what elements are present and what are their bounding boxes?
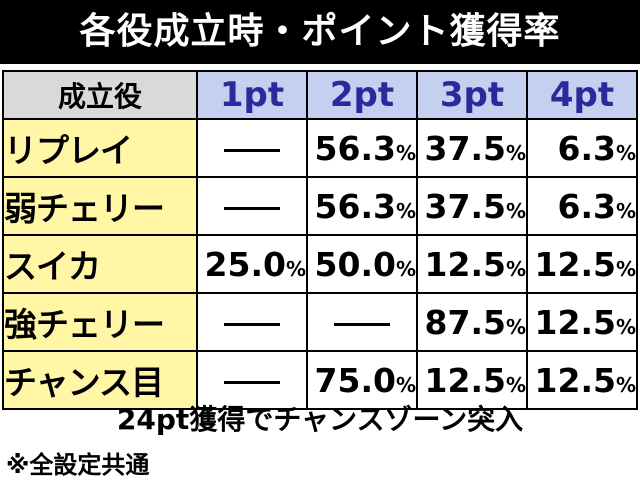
percent-unit: %: [615, 198, 636, 223]
rate-cell: 50.0%: [306, 234, 418, 294]
footnote: ※全設定共通: [6, 451, 150, 479]
empty-cell-dash: [196, 292, 308, 352]
rate-cell: 6.3%: [526, 118, 638, 178]
rate-value: 25.0: [204, 244, 286, 284]
rate-cell: 56.3%: [306, 118, 418, 178]
rate-cell: 12.5%: [526, 234, 638, 294]
rate-cell: 25.0%: [196, 234, 308, 294]
percent-unit: %: [615, 372, 636, 397]
dash-mark: [334, 322, 390, 326]
rate-value: 6.3: [557, 128, 616, 168]
table-row: 強チェリー 87.5% 12.5%: [2, 292, 638, 352]
rate-value: 12.5: [424, 360, 506, 400]
role-name: スイカ: [2, 234, 198, 294]
dash-mark: [224, 206, 280, 210]
percent-unit: %: [395, 256, 416, 281]
table-row: スイカ 25.0% 50.0% 12.5% 12.5%: [2, 234, 638, 294]
rate-value: 6.3: [557, 186, 616, 226]
rate-cell: 75.0%: [306, 350, 418, 410]
rate-cell: 12.5%: [416, 350, 528, 410]
percent-unit: %: [505, 198, 526, 223]
table-row: チャンス目 75.0% 12.5% 12.5%: [2, 350, 638, 410]
empty-cell-dash: [196, 176, 308, 236]
rate-cell: 37.5%: [416, 118, 528, 178]
percent-unit: %: [505, 314, 526, 339]
percent-unit: %: [395, 140, 416, 165]
dash-mark: [224, 322, 280, 326]
point-rate-table: 成立役 1pt 2pt 3pt 4pt リプレイ 56.3% 37.5% 6.3% 弱チ…: [2, 70, 638, 410]
percent-unit: %: [615, 256, 636, 281]
dash-mark: [224, 380, 280, 384]
rate-cell: 56.3%: [306, 176, 418, 236]
role-name: リプレイ: [2, 118, 198, 178]
role-name: 弱チェリー: [2, 176, 198, 236]
rate-value: 37.5: [424, 186, 506, 226]
header-role: 成立役: [2, 70, 198, 120]
rate-value: 12.5: [534, 244, 616, 284]
rate-value: 12.5: [534, 302, 616, 342]
percent-unit: %: [615, 140, 636, 165]
dash-mark: [224, 148, 280, 152]
empty-cell-dash: [196, 350, 308, 410]
header-4pt: 4pt: [526, 70, 638, 120]
percent-unit: %: [505, 372, 526, 397]
rate-value: 37.5: [424, 128, 506, 168]
rate-value: 50.0: [314, 244, 396, 284]
page-title: 各役成立時・ポイント獲得率: [0, 0, 640, 64]
percent-unit: %: [505, 256, 526, 281]
empty-cell-dash: [306, 292, 418, 352]
role-name: 強チェリー: [2, 292, 198, 352]
role-name: チャンス目: [2, 350, 198, 410]
rate-value: 56.3: [314, 128, 396, 168]
rate-value: 12.5: [534, 360, 616, 400]
header-1pt: 1pt: [196, 70, 308, 120]
percent-unit: %: [505, 140, 526, 165]
rate-cell: 87.5%: [416, 292, 528, 352]
rate-value: 12.5: [424, 244, 506, 284]
rate-cell: 37.5%: [416, 176, 528, 236]
percent-unit: %: [395, 198, 416, 223]
rate-cell: 12.5%: [526, 292, 638, 352]
chance-zone-note: 24pt獲得でチャンスゾーン突入: [116, 403, 524, 436]
table-row: 弱チェリー 56.3% 37.5% 6.3%: [2, 176, 638, 236]
rate-cell: 6.3%: [526, 176, 638, 236]
rate-cell: 12.5%: [526, 350, 638, 410]
rate-cell: 12.5%: [416, 234, 528, 294]
percent-unit: %: [615, 314, 636, 339]
header-2pt: 2pt: [306, 70, 418, 120]
percent-unit: %: [395, 372, 416, 397]
percent-unit: %: [285, 256, 306, 281]
rate-value: 56.3: [314, 186, 396, 226]
empty-cell-dash: [196, 118, 308, 178]
rate-value: 87.5: [424, 302, 506, 342]
table-row: リプレイ 56.3% 37.5% 6.3%: [2, 118, 638, 178]
table-header-row: 成立役 1pt 2pt 3pt 4pt: [2, 70, 638, 120]
header-3pt: 3pt: [416, 70, 528, 120]
rate-value: 75.0: [314, 360, 396, 400]
